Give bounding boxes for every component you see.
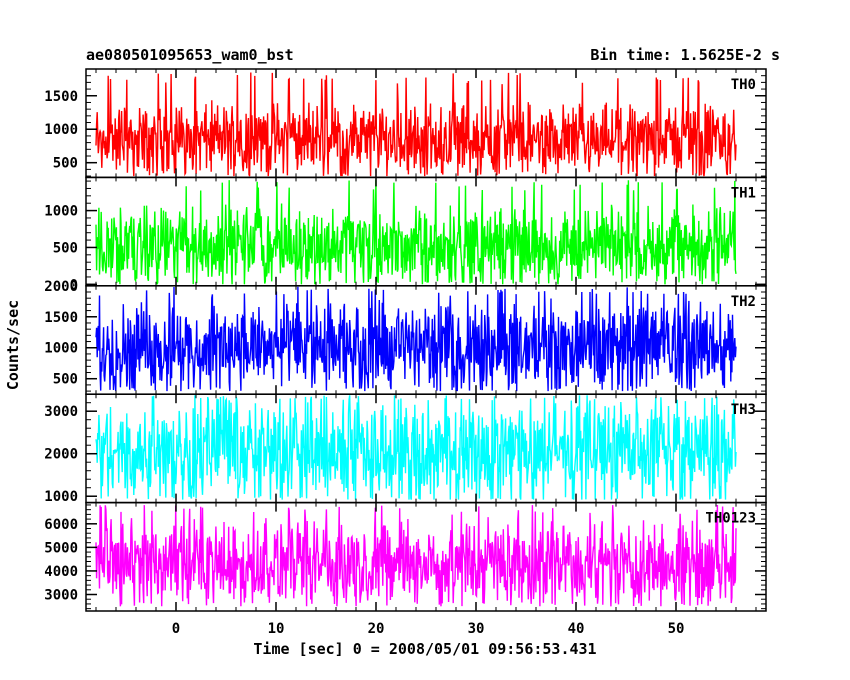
panel-th0123: 3000 4000 5000 6000 TH0123 xyxy=(44,501,767,612)
x-tick-label: 40 xyxy=(568,621,585,637)
y-tick-label: 6000 xyxy=(44,517,78,533)
panel-th3: 1000 2000 3000 TH3 xyxy=(44,393,767,505)
x-axis-label: Time [sec] 0 = 2008/05/01 09:56:53.431 xyxy=(253,640,596,658)
panel-th1: 0 500 1000 TH1 xyxy=(44,176,767,293)
y-tick-label: 4000 xyxy=(44,564,78,580)
y-tick-label: 3000 xyxy=(44,588,78,604)
x-tick-label: 30 xyxy=(468,621,485,637)
x-tick-label: 0 xyxy=(172,621,180,637)
y-tick-label: 2000 xyxy=(44,279,78,295)
y-tick-label: 3000 xyxy=(44,404,78,420)
y-tick-label: 1000 xyxy=(44,489,78,505)
x-tick-label: 10 xyxy=(268,621,285,637)
y-tick-label: 500 xyxy=(53,156,78,172)
y-tick-label: 1000 xyxy=(44,122,78,138)
panel-th2: 500 1000 1500 2000 TH2 xyxy=(44,279,767,395)
panel-label-th1: TH1 xyxy=(731,185,756,201)
series-line-th0123 xyxy=(95,504,737,607)
y-tick-label: 5000 xyxy=(44,540,78,556)
chart-title: ae080501095653_wam0_bst xyxy=(86,46,294,64)
x-tick-label: 50 xyxy=(668,621,685,637)
y-tick-label: 500 xyxy=(53,240,78,256)
series-line-th2 xyxy=(95,286,737,392)
series-line-th1 xyxy=(95,179,737,285)
y-tick-label: 1000 xyxy=(44,204,78,220)
y-tick-label: 1500 xyxy=(44,89,78,105)
panel-label-th0: TH0 xyxy=(731,77,756,93)
panel-label-th3: TH3 xyxy=(731,402,756,418)
y-tick-label: 2000 xyxy=(44,447,78,463)
x-tick-label: 20 xyxy=(368,621,385,637)
panel-label-th2: TH2 xyxy=(731,294,756,310)
y-axis-label: Counts/sec xyxy=(4,300,22,390)
y-tick-label: 500 xyxy=(53,372,78,388)
panel-th0: 500 1000 1500 TH0 xyxy=(44,68,767,179)
y-tick-label: 0 xyxy=(70,277,78,293)
panels-layer: 50010001500TH005001000TH1500100015002000… xyxy=(44,68,767,637)
bin-time-label: Bin time: 1.5625E-2 s xyxy=(590,46,780,64)
panel-label-th0123: TH0123 xyxy=(705,511,756,527)
series-line-th0 xyxy=(95,72,737,177)
y-tick-label: 1500 xyxy=(44,310,78,326)
y-tick-label: 1000 xyxy=(44,341,78,357)
series-line-th3 xyxy=(95,395,737,500)
